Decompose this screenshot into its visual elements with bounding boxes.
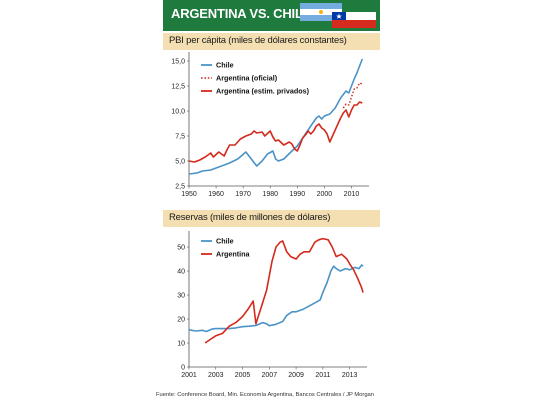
- y-tick-label: 10,0: [171, 109, 185, 116]
- x-tick-label: 1950: [181, 191, 197, 198]
- x-tick-label: 2010: [344, 191, 360, 198]
- x-tick-label: 1990: [290, 191, 306, 198]
- x-tick-label: 1980: [262, 191, 278, 198]
- series-line-argentina-oficial: [342, 82, 363, 109]
- y-tick-label: 30: [177, 293, 185, 300]
- series-line-argentina-estim-privados: [188, 101, 363, 163]
- y-tick-label: 12,5: [171, 84, 185, 91]
- header-title: ARGENTINA VS. CHILE: [171, 6, 312, 21]
- chile-flag-icon: [332, 12, 376, 28]
- y-tick-label: 7,5: [175, 134, 185, 141]
- source-note: Fuente: Conference Board, Min. Economía …: [156, 388, 380, 405]
- gdp-panel-title-bar: PBI per cápita (miles de dólares constan…: [163, 33, 380, 50]
- reserves-chart: 0 10 20 30 40 50 2001 2003 2005 2007 2009 2011 2013 C…: [177, 231, 367, 379]
- y-tick-label: 0: [181, 365, 185, 372]
- series-line-chile: [188, 58, 364, 175]
- y-tick-label: 15,0: [171, 59, 185, 66]
- argentina-flag-icon: [300, 3, 342, 21]
- gdp-chart-title: PBI per cápita (miles de dólares constan…: [169, 35, 347, 46]
- series-line-argentina: [204, 237, 364, 344]
- legend-label: Argentina (oficial): [216, 74, 278, 83]
- x-tick-label: 2009: [288, 372, 304, 379]
- y-tick-label: 5,0: [175, 159, 185, 166]
- legend-label: Chile: [216, 61, 234, 70]
- x-tick-label: 1970: [235, 191, 251, 198]
- reserves-panel-title-bar: Reservas (miles de millones de dólares): [163, 210, 380, 227]
- header-bar: ARGENTINA VS. CHILE: [163, 0, 380, 31]
- flags-illustration: [300, 3, 376, 28]
- gdp-per-capita-chart: 2,5 5,0 7,5 10,0 12,5 15,0 1950 1960 1970 1980 199…: [171, 52, 369, 198]
- x-tick-label: 2005: [235, 372, 251, 379]
- reserves-chart-title: Reservas (miles de millones de dólares): [169, 212, 331, 223]
- series-line-chile: [188, 264, 364, 333]
- x-tick-label: 2000: [317, 191, 333, 198]
- y-tick-label: 50: [177, 245, 185, 252]
- x-tick-label: 2007: [262, 372, 278, 379]
- x-tick-label: 2011: [315, 372, 330, 379]
- y-tick-label: 20: [177, 317, 185, 324]
- legend-label: Argentina: [216, 250, 251, 259]
- infographic: ARGENTINA VS. CHILE PBI per cápita (mile…: [156, 0, 380, 405]
- y-tick-label: 10: [177, 341, 185, 348]
- source-text: Fuente: Conference Board, Min. Economía …: [155, 392, 374, 398]
- legend-label: Chile: [216, 237, 234, 246]
- y-tick-label: 40: [177, 269, 185, 276]
- x-tick-label: 2001: [181, 372, 197, 379]
- x-tick-label: 2003: [208, 372, 224, 379]
- y-tick-label: 2,5: [175, 184, 185, 191]
- x-tick-label: 1960: [208, 191, 224, 198]
- x-tick-label: 2013: [342, 372, 358, 379]
- legend-label: Argentina (estim. privados): [216, 87, 310, 96]
